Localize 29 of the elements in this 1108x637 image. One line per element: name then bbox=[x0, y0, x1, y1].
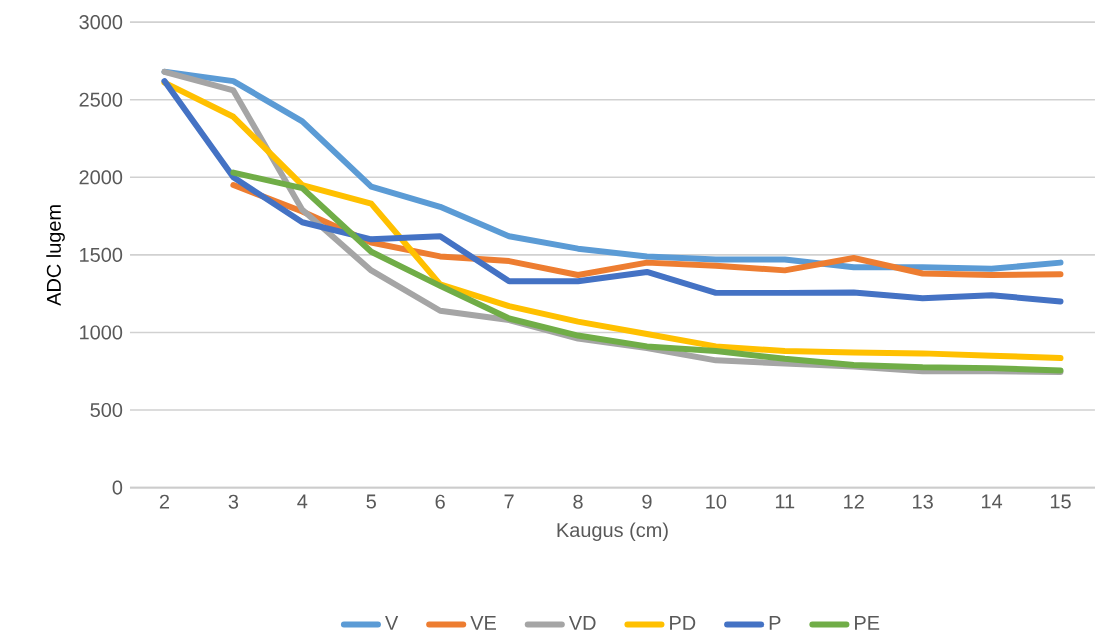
legend-label: VE bbox=[470, 615, 496, 630]
y-tick-label: 3000 bbox=[79, 14, 123, 29]
x-tick-label: 5 bbox=[366, 494, 376, 509]
y-tick-label: 1500 bbox=[80, 247, 123, 262]
legend-label: P bbox=[769, 615, 781, 630]
legend-label: PE bbox=[855, 615, 880, 630]
legend-label: VD bbox=[568, 615, 596, 630]
x-tick-label: 10 bbox=[706, 494, 727, 509]
x-tick-label: 8 bbox=[573, 494, 583, 509]
x-tick-label: 7 bbox=[504, 494, 514, 509]
y-tick-label: 1000 bbox=[80, 325, 123, 340]
x-tick-label: 15 bbox=[1050, 494, 1071, 509]
legend-label: PD bbox=[670, 615, 696, 630]
x-tick-label: 3 bbox=[228, 494, 239, 509]
x-tick-label: 4 bbox=[297, 494, 308, 509]
x-tick-label: 13 bbox=[913, 494, 933, 509]
x-tick-label: 12 bbox=[844, 494, 864, 509]
x-axis-title: Kaugus (cm) bbox=[557, 522, 668, 541]
y-tick-label: 0 bbox=[112, 480, 123, 495]
y-tick-label: 2500 bbox=[79, 92, 123, 107]
y-axis-title: ADC lugem bbox=[46, 205, 65, 306]
x-tick-label: 9 bbox=[642, 494, 652, 509]
x-tick-label: 11 bbox=[775, 494, 795, 509]
legend-label: V bbox=[385, 615, 399, 630]
y-tick-label: 2000 bbox=[79, 170, 123, 185]
x-tick-label: 14 bbox=[982, 494, 1003, 509]
y-tick-label: 500 bbox=[90, 402, 123, 417]
x-tick-label: 6 bbox=[435, 494, 445, 509]
x-tick-label: 2 bbox=[159, 494, 170, 509]
